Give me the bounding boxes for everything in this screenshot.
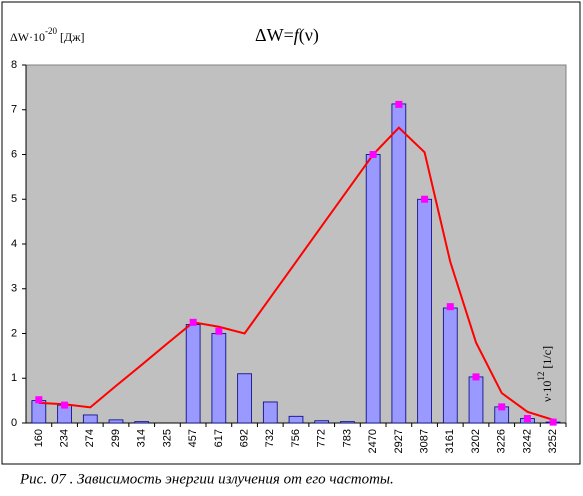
title-part: f <box>294 25 302 45</box>
x-tick-label: 3087 <box>418 429 430 453</box>
bar <box>314 420 330 424</box>
x-tick-label: 234 <box>58 429 70 447</box>
bar <box>468 376 484 424</box>
bar <box>108 419 124 424</box>
x-label-exponent: 12 <box>536 372 546 381</box>
x-tick-label: 325 <box>161 429 173 447</box>
y-label-part: ΔW·10 <box>10 30 45 44</box>
marker <box>446 303 454 311</box>
x-tick-label: 160 <box>33 429 45 447</box>
title-part: ΔW= <box>255 25 294 45</box>
marker <box>61 401 69 409</box>
y-tick-label: 3 <box>11 283 17 295</box>
marker <box>395 100 403 108</box>
bar <box>340 421 355 424</box>
x-tick-label: 756 <box>290 429 302 447</box>
x-tick-label: 3202 <box>470 429 482 453</box>
x-tick-label: 783 <box>341 429 353 447</box>
y-tick-label: 2 <box>11 327 17 339</box>
bar <box>262 401 278 424</box>
x-tick-label: 772 <box>316 429 328 447</box>
line <box>38 126 554 421</box>
y-tick-label: 4 <box>11 238 17 250</box>
marker <box>215 327 223 335</box>
y-tick-label: 6 <box>11 148 17 160</box>
bar <box>185 324 201 424</box>
marker <box>549 418 557 426</box>
y-label-unit: [Дж] <box>57 30 84 44</box>
x-tick-label: 3242 <box>521 429 533 453</box>
caption: Рис. 07 . Зависимость энергии излучения … <box>19 471 394 487</box>
y-label-exponent: -20 <box>45 26 57 36</box>
marker <box>369 151 377 158</box>
x-tick-label: 3161 <box>444 429 456 453</box>
marker <box>472 373 480 381</box>
marker <box>523 415 531 423</box>
bar <box>365 154 381 424</box>
bar <box>288 415 304 424</box>
x-tick-label: 2927 <box>393 429 405 453</box>
y-tick-label: 8 <box>11 59 17 71</box>
x-axis-label: ν·1012 [1/с] <box>536 346 554 402</box>
bar <box>134 421 150 424</box>
y-tick-label: 7 <box>11 104 17 116</box>
marker <box>35 396 43 404</box>
bar <box>417 198 432 424</box>
bar <box>442 307 458 424</box>
x-label-part: ν·10 <box>540 381 554 402</box>
chart-title: ΔW=f(ν) <box>255 25 319 46</box>
bar <box>237 373 252 424</box>
x-tick-label: 692 <box>238 429 250 447</box>
bar <box>211 333 227 424</box>
x-tick-label: 3252 <box>547 429 559 453</box>
x-tick-label: 314 <box>136 429 148 447</box>
bar <box>391 103 407 424</box>
x-tick-label: 274 <box>84 429 96 447</box>
x-tick-label: 617 <box>213 429 225 447</box>
marker <box>421 195 429 203</box>
marker <box>189 318 197 326</box>
y-tick-label: 1 <box>11 372 17 384</box>
title-part: (ν) <box>299 25 319 46</box>
bar <box>82 414 98 424</box>
x-tick-label: 299 <box>110 429 122 447</box>
y-tick-label: 5 <box>11 193 17 205</box>
x-tick-label: 3226 <box>496 429 508 453</box>
x-tick-label: 457 <box>187 429 199 447</box>
marker <box>498 403 506 411</box>
x-label-unit: [1/с] <box>540 346 554 372</box>
x-tick-label: 2470 <box>367 429 379 453</box>
y-tick-label: 0 <box>11 417 17 429</box>
y-axis-label: ΔW·10-20 [Дж] <box>10 26 85 44</box>
x-tick-label: 732 <box>264 429 276 447</box>
plot-area <box>25 64 567 424</box>
